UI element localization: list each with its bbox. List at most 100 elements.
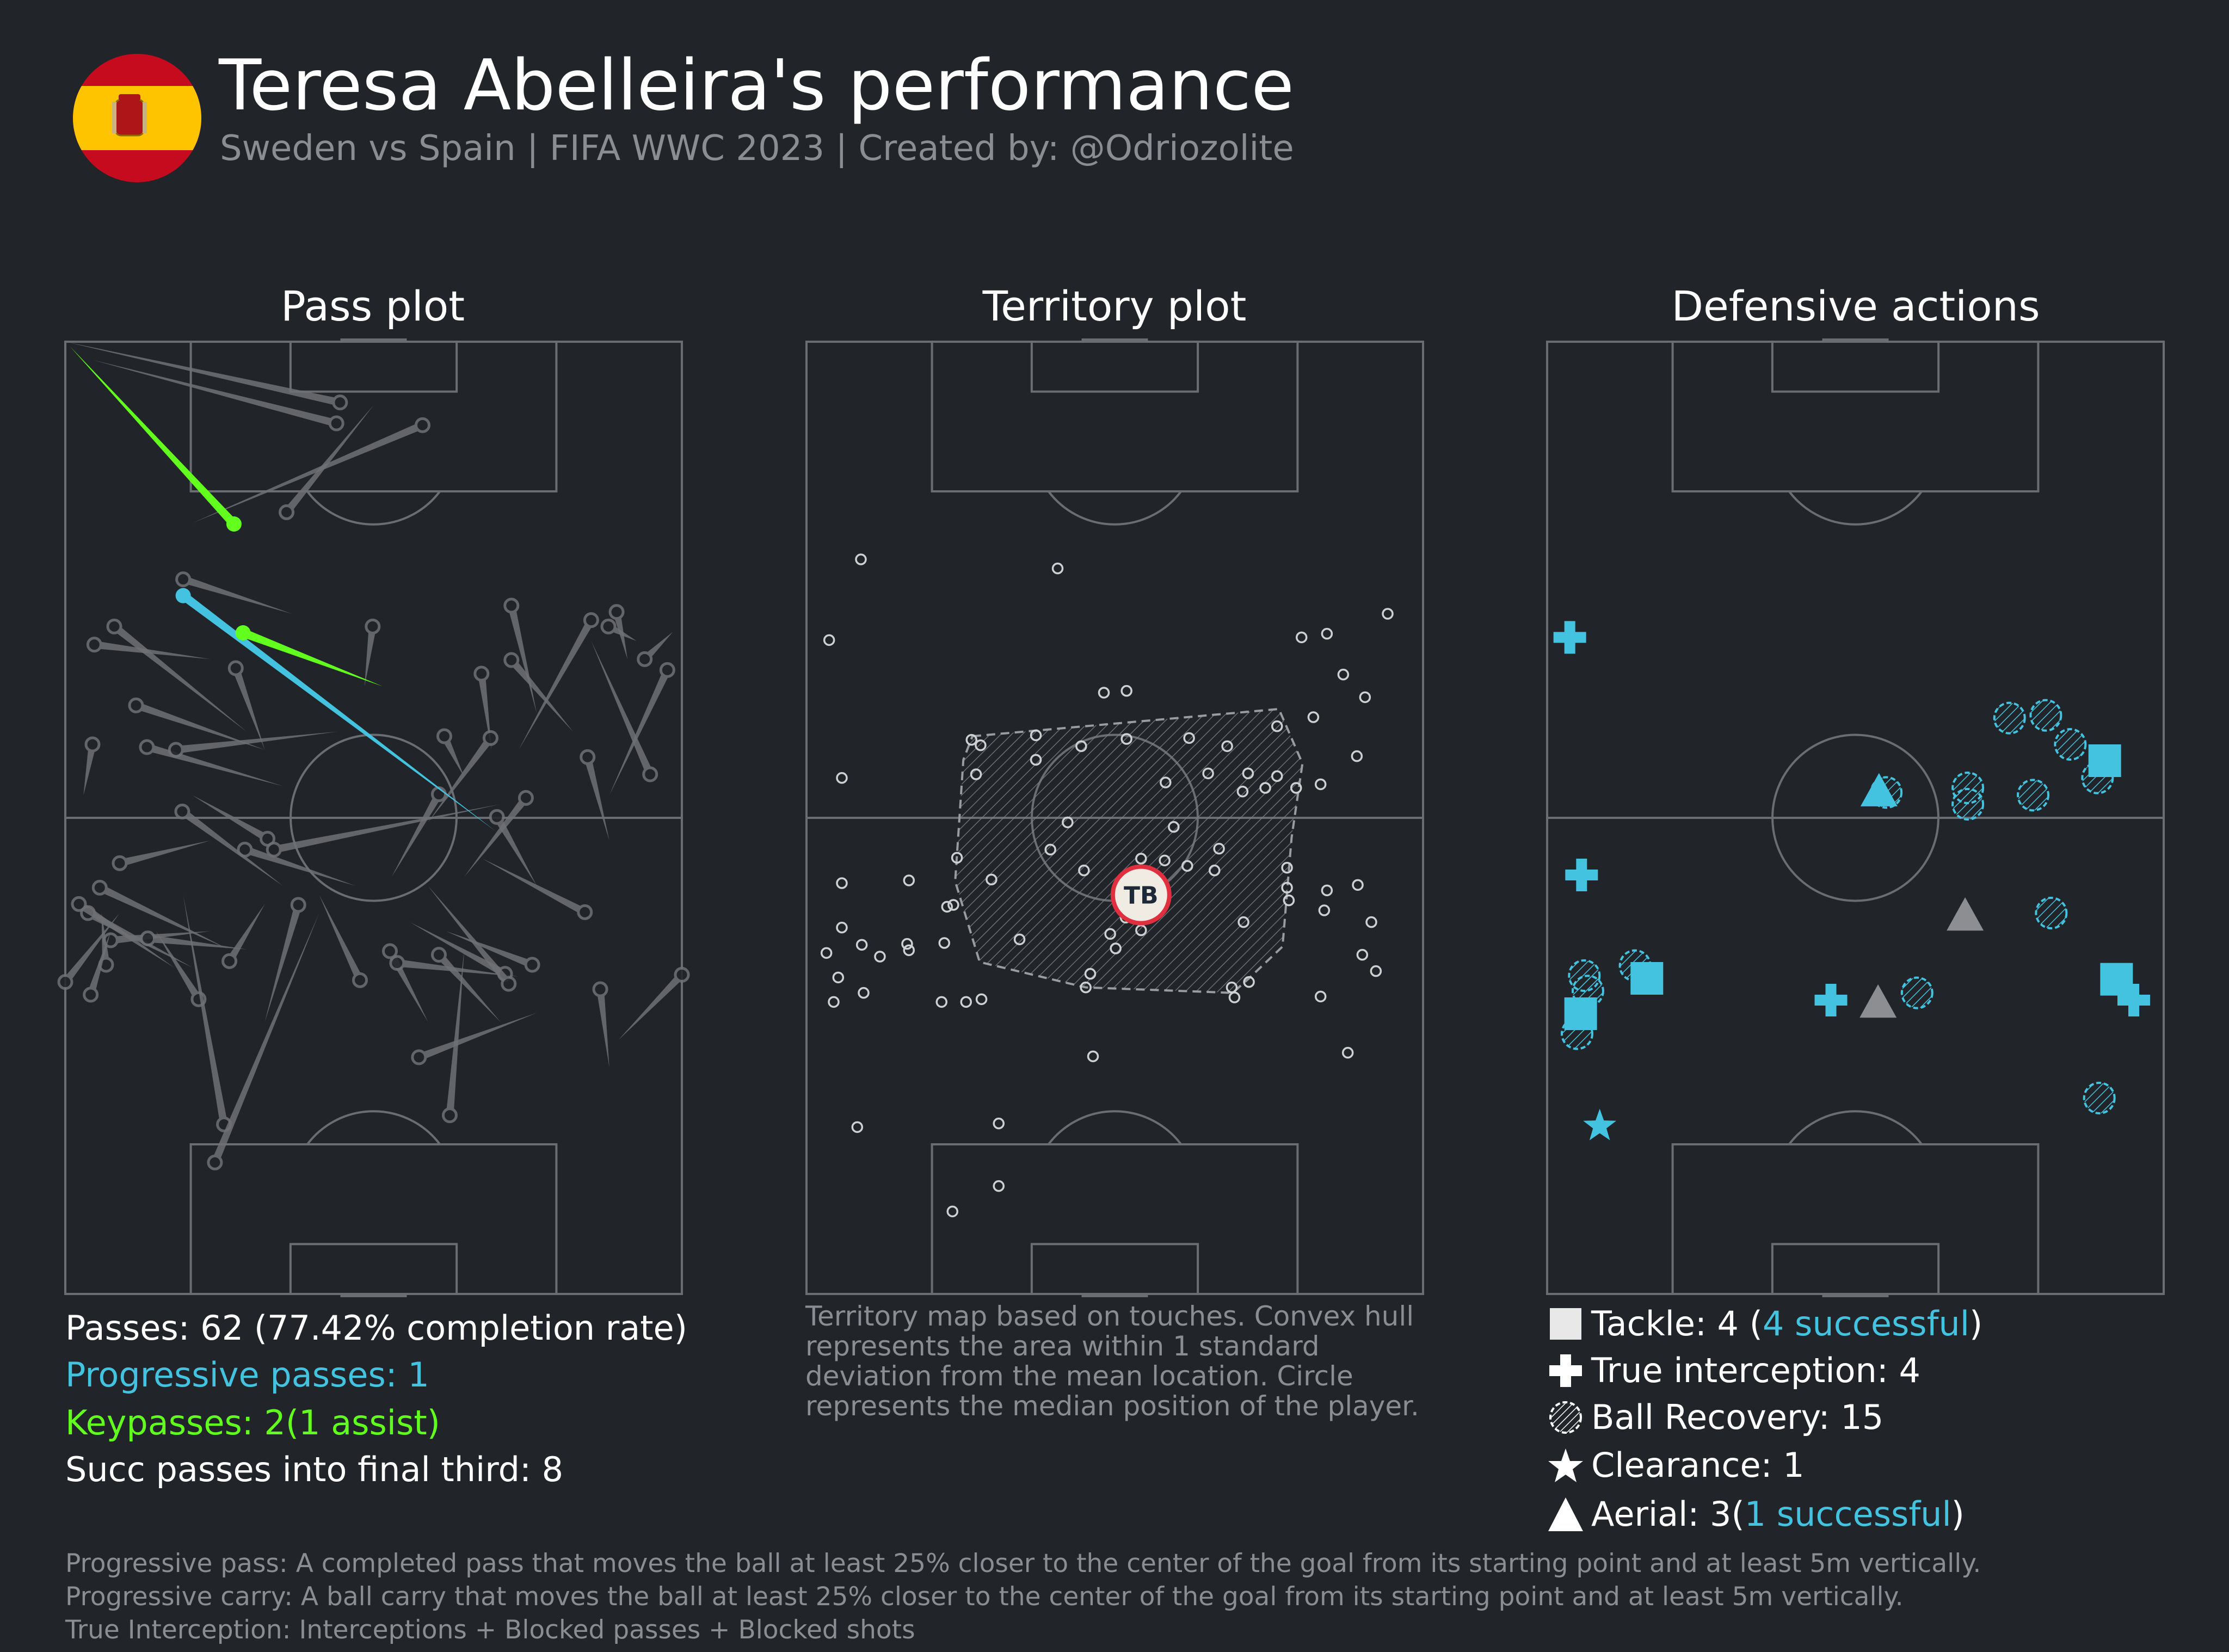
pass-1 [92,360,344,432]
legend-aerial: Aerial: 3(1 successful) [1547,1494,1965,1534]
pass-11 [83,736,101,796]
pass-38-line [156,931,202,1002]
pass-30 [192,795,276,847]
pass-start [332,394,348,411]
pass-10-line [175,731,337,754]
tackle-0 [2088,744,2121,777]
tackle-square-icon [1547,1305,1585,1343]
touch-85 [1213,842,1225,855]
pass-50 [618,966,690,1040]
progressive-pass-0-line [180,592,496,831]
pass-10 [168,731,337,758]
pass-start [112,855,128,871]
pass-start [83,987,99,1003]
touch-2 [823,634,835,646]
pass-5-line [364,626,377,687]
touch-67 [858,987,870,999]
top-penalty-box [189,341,558,492]
pass-2 [192,417,430,523]
pass-48-line [482,859,587,916]
hatched-circle-icon [1547,1398,1585,1437]
pass-start [580,749,596,765]
pass-start [482,730,498,746]
touch-32 [1062,816,1074,829]
recovery-2 [2054,728,2087,761]
touch-39 [903,874,915,886]
touch-28 [1290,782,1302,794]
pass-45-line [410,922,507,977]
touch-59 [901,938,913,950]
pass-44 [430,947,501,1022]
pass-27-line [494,815,537,886]
touch-54 [1352,879,1364,891]
pass-41 [319,895,368,988]
pass-46 [428,886,517,992]
pass-55-line [273,804,501,854]
recovery-9 [1900,976,1934,1009]
touch-57 [874,951,886,963]
legend-aerial-success: 1 successful [1744,1494,1951,1534]
pass-47 [446,931,540,973]
pass-22 [580,749,609,841]
pass-40 [264,897,306,1022]
pass-8-line [134,701,265,750]
pass-57-line [119,840,211,867]
tackle-3 [2100,963,2133,996]
pass-start [503,597,520,614]
touch-12 [975,739,987,751]
pass-start [84,736,101,753]
pass-51 [411,1013,537,1065]
pass-24-line [428,736,494,823]
pass-7 [86,637,211,659]
pass-36 [83,931,111,1003]
pass-22-line [583,756,609,841]
aerial-2 [1859,984,1897,1018]
pass-37 [57,913,120,990]
pass-51-line [417,1013,537,1061]
touch-55 [836,921,848,934]
pass-start [227,660,244,676]
pass-start [175,571,192,588]
pass-start [518,790,534,806]
touch-45 [1283,894,1295,907]
pass-47-line [446,931,534,969]
touch-5 [1382,608,1394,620]
pass-start [524,957,540,973]
footnote-progressive-carry: Progressive carry: A ball carry that mov… [65,1582,1904,1612]
pass-start [266,841,282,858]
pass-start [637,651,653,667]
touch-33 [1044,843,1056,856]
pass-29 [174,803,283,886]
legend-interception-label: True interception: 4 [1591,1351,1920,1390]
pass-24 [428,730,498,823]
touch-58 [903,944,915,957]
defensive-pitch [1546,338,2165,1297]
bottom-penalty-box [931,1143,1299,1295]
pass-26-line [464,796,529,877]
pass-start [221,953,238,969]
pass-25-line [391,792,442,877]
footnote-progressive-pass: Progressive pass: A completed pass that … [65,1549,1981,1579]
pass-14 [519,612,599,750]
pass-start [279,504,295,520]
pass-7-line [94,640,211,659]
pass-start [128,697,144,713]
pass-start [430,786,447,803]
pass-start [91,879,108,896]
pass-start [389,955,405,971]
passes-stat: Passes: 62 (77.42% completion rate) [65,1308,687,1348]
pass-36-line [87,931,111,996]
median-position [1110,864,1172,926]
pass-34-line [147,934,247,950]
bottom-penalty-box [1671,1143,2040,1295]
pass-4-line [182,575,292,614]
pass-39 [221,904,265,969]
top-penalty-arc [306,490,441,526]
touch-21 [1202,767,1214,780]
touch-81 [935,996,948,1008]
pass-start [659,662,675,678]
keypass-0 [70,346,242,532]
touch-74 [1314,990,1327,1003]
pass-40-line [264,904,302,1022]
